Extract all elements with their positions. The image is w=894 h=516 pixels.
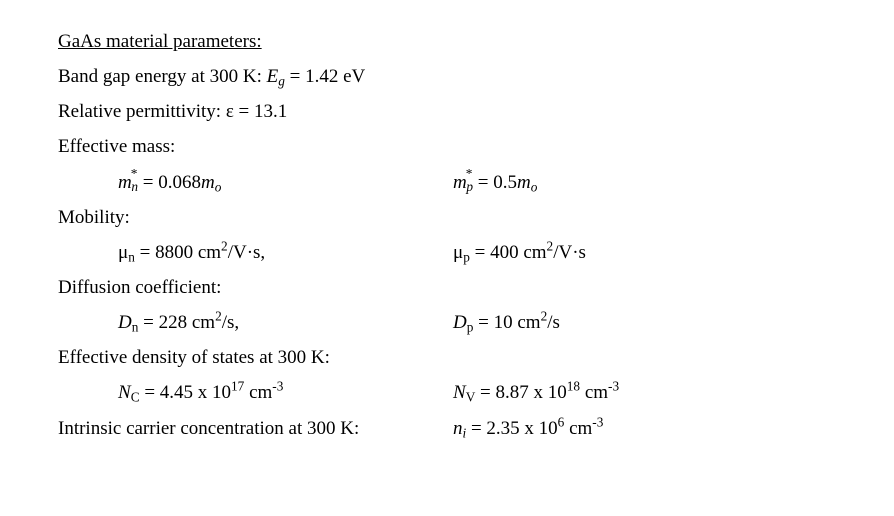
nv-unit-pre: cm <box>580 382 608 403</box>
dp-eq: = <box>473 312 493 333</box>
mun-sup: 2 <box>221 239 228 254</box>
eg-value: 1.42 eV <box>305 66 365 87</box>
label-dos: Effective density of states at 300 K: <box>58 340 894 375</box>
perm-label: Relative permittivity: <box>58 101 226 122</box>
mu-n: μn = 8800 cm2/V·s, <box>118 235 453 270</box>
mn-o-sub: o <box>215 179 222 194</box>
mun-sub: n <box>128 249 135 264</box>
nc-eq: = <box>140 382 160 403</box>
mn-sym: m <box>118 172 132 193</box>
dp-val: 10 cm <box>494 312 541 333</box>
dn-val: 228 cm <box>159 312 215 333</box>
ni-unit-exp: -3 <box>592 414 603 429</box>
label-mobility: Mobility: <box>58 200 894 235</box>
nv-unit-exp: -3 <box>608 379 619 394</box>
row-diffusion: Dn = 228 cm2/s, Dp = 10 cm2/s <box>58 305 894 340</box>
row-intrinsic: Intrinsic carrier concentration at 300 K… <box>58 411 894 446</box>
label-intrinsic: Intrinsic carrier concentration at 300 K… <box>58 411 453 446</box>
nc-unit-exp: -3 <box>272 379 283 394</box>
line-band-gap: Band gap energy at 300 K: Eg = 1.42 eV <box>58 59 894 94</box>
mp-eq: = <box>473 172 493 193</box>
mp-star: m*p = 0.5mo <box>453 165 894 200</box>
nv-sym: N <box>453 382 466 403</box>
label-effective-mass: Effective mass: <box>58 129 894 164</box>
dp-sym: D <box>453 312 467 333</box>
mup-val: 400 cm <box>490 242 546 263</box>
mup-eq: = <box>470 242 490 263</box>
mun-sym: μ <box>118 242 128 263</box>
mup-tail: /V·s <box>553 242 586 263</box>
nc-unit-pre: cm <box>244 382 272 403</box>
ni: ni = 2.35 x 106 cm-3 <box>453 411 894 446</box>
perm-equals: = <box>234 101 254 122</box>
eg-equals: = <box>285 66 305 87</box>
mp-o-sub: o <box>531 179 538 194</box>
nc-sym: N <box>118 382 131 403</box>
mun-tail: /V·s, <box>228 242 265 263</box>
row-dos: NC = 4.45 x 1017 cm-3 NV = 8.87 x 1018 c… <box>58 375 894 410</box>
line-permittivity: Relative permittivity: ε = 13.1 <box>58 94 894 129</box>
label-diffusion: Diffusion coefficient: <box>58 270 894 305</box>
nv: NV = 8.87 x 1018 cm-3 <box>453 375 894 410</box>
mun-val: 8800 cm <box>155 242 221 263</box>
ni-eq: = <box>466 418 486 439</box>
mup-sym: μ <box>453 242 463 263</box>
nc: NC = 4.45 x 1017 cm-3 <box>118 375 453 410</box>
perm-symbol: ε <box>226 101 234 122</box>
mu-p: μp = 400 cm2/V·s <box>453 235 894 270</box>
mn-eq: = <box>138 172 158 193</box>
mup-sub: p <box>463 249 470 264</box>
ni-mant: 2.35 x 10 <box>486 418 557 439</box>
mun-eq: = <box>135 242 155 263</box>
dp-tail: /s <box>547 312 560 333</box>
row-effective-mass: m*n = 0.068mo m*p = 0.5mo <box>58 165 894 200</box>
perm-value: 13.1 <box>254 101 287 122</box>
nc-exp: 17 <box>231 379 244 394</box>
nv-sub: V <box>466 390 476 405</box>
ni-unit-pre: cm <box>564 418 592 439</box>
dp: Dp = 10 cm2/s <box>453 305 894 340</box>
nc-mant: 4.45 x 10 <box>160 382 231 403</box>
row-mobility: μn = 8800 cm2/V·s, μp = 400 cm2/V·s <box>58 235 894 270</box>
nv-exp: 18 <box>567 379 580 394</box>
nv-eq: = <box>475 382 495 403</box>
nv-mant: 8.87 x 10 <box>496 382 567 403</box>
section-title: GaAs material parameters: <box>58 24 894 59</box>
mp-val: 0.5 <box>493 172 517 193</box>
ni-sym: n <box>453 418 463 439</box>
mn-o-sym: m <box>201 172 215 193</box>
dn-tail: /s, <box>222 312 239 333</box>
band-gap-label: Band gap energy at 300 K: <box>58 66 267 87</box>
dn-eq: = <box>138 312 158 333</box>
mp-o-sym: m <box>517 172 531 193</box>
dn: Dn = 228 cm2/s, <box>118 305 453 340</box>
mp-sym: m <box>453 172 467 193</box>
dn-sym: D <box>118 312 132 333</box>
mn-val: 0.068 <box>158 172 201 193</box>
document-page: GaAs material parameters: Band gap energ… <box>0 0 894 516</box>
eg-sub: g <box>278 73 285 88</box>
eg-symbol: E <box>267 66 279 87</box>
nc-sub: C <box>131 390 140 405</box>
mn-star: m*n = 0.068mo <box>118 165 453 200</box>
dn-sup: 2 <box>215 309 222 324</box>
